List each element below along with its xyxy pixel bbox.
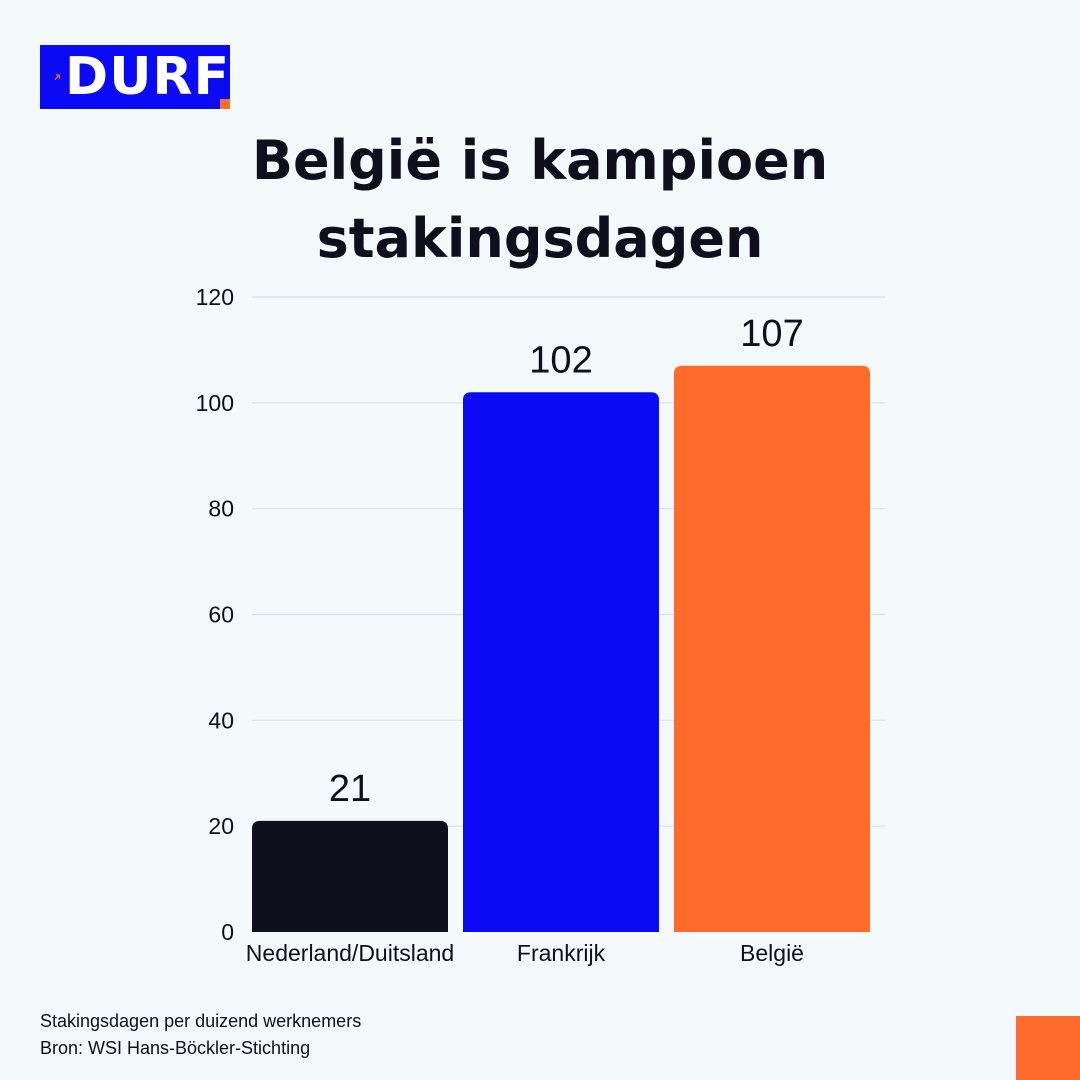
durf-logo: DURF xyxy=(40,45,230,109)
footer-source: Bron: WSI Hans-Böckler-Stichting xyxy=(40,1038,311,1058)
bar-value-label: 107 xyxy=(740,313,803,355)
value-labels: 21 102 107 xyxy=(329,313,804,810)
bar xyxy=(463,392,659,932)
y-tick-label: 60 xyxy=(208,602,234,628)
arrow-up-right-icon xyxy=(54,74,61,81)
footer-note: Stakingsdagen per duizend werknemers xyxy=(40,1011,362,1031)
title-line-1: België is kampioen xyxy=(251,129,829,192)
logo-text: DURF xyxy=(65,47,230,107)
bar-chart: 0 20 40 60 80 100 120 21 102 107 Nederland/Duits… xyxy=(196,284,885,966)
category-labels: Nederland/Duitsland Frankrijk België xyxy=(246,940,804,966)
x-category-label: Nederland/Duitsland xyxy=(246,940,454,966)
y-tick-label: 100 xyxy=(196,390,234,416)
y-tick-label: 0 xyxy=(221,919,234,945)
logo-accent-square xyxy=(220,99,230,109)
bar xyxy=(674,365,870,933)
bar xyxy=(252,820,448,932)
bars xyxy=(252,365,870,933)
x-category-label: België xyxy=(740,940,804,966)
y-tick-label: 80 xyxy=(208,496,234,522)
x-category-label: Frankrijk xyxy=(517,940,606,966)
bar-value-label: 102 xyxy=(529,339,592,381)
y-tick-label: 120 xyxy=(196,284,234,310)
title-line-2: stakingsdagen xyxy=(316,207,764,270)
bar-value-label: 21 xyxy=(329,768,371,810)
y-tick-label: 40 xyxy=(208,707,234,733)
page-title: België is kampioen stakingsdagen xyxy=(140,122,940,278)
y-axis-ticks: 0 20 40 60 80 100 120 xyxy=(196,284,234,945)
y-tick-label: 20 xyxy=(208,813,234,839)
footer: Stakingsdagen per duizend werknemers Bro… xyxy=(40,1008,361,1062)
corner-accent-square xyxy=(1016,1016,1080,1080)
